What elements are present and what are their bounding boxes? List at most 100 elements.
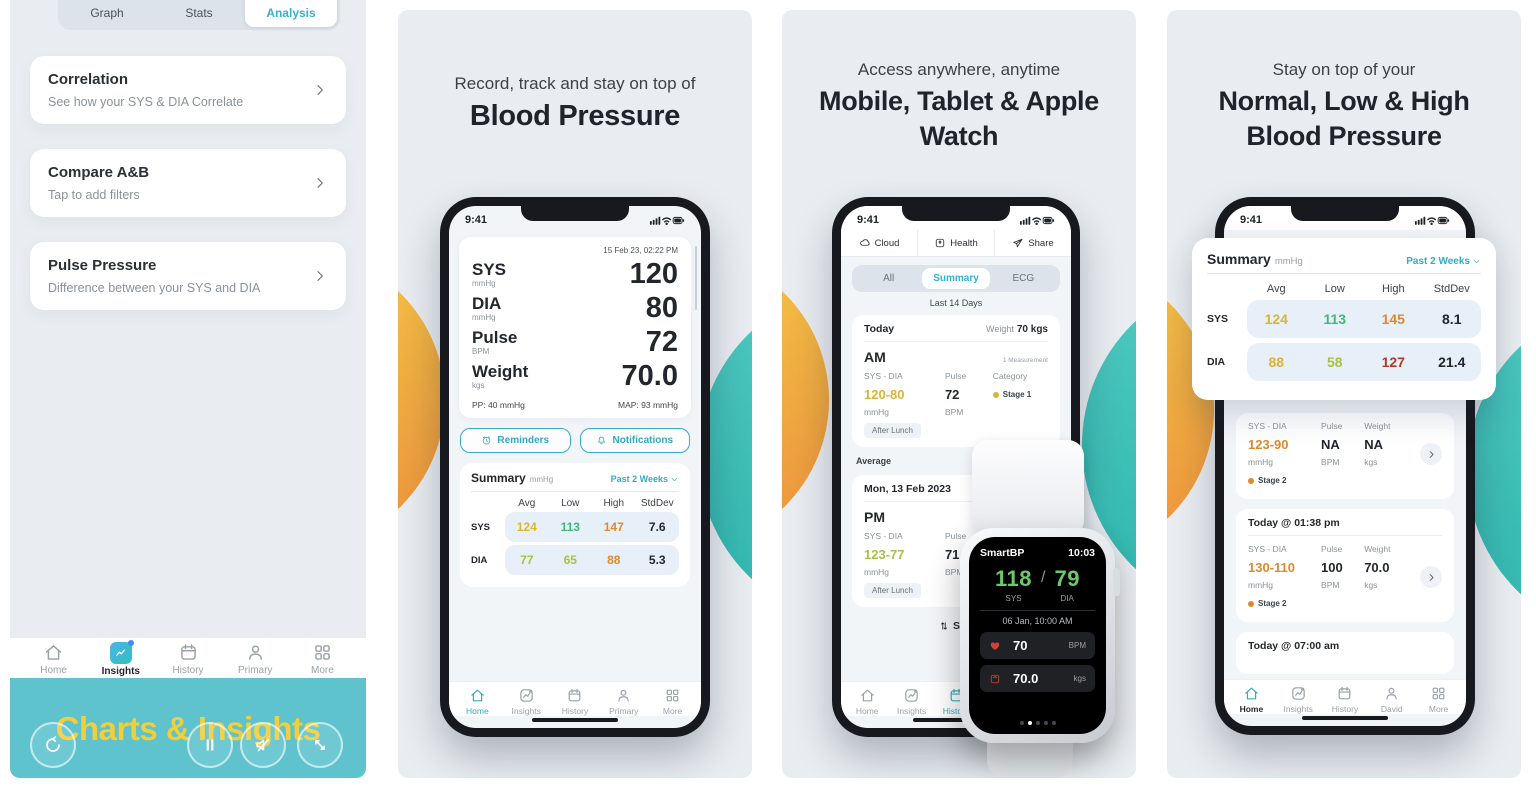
metric-value: 80 bbox=[645, 292, 678, 324]
nav-history[interactable]: History bbox=[1322, 685, 1369, 714]
stage-dot bbox=[1248, 600, 1254, 607]
nav-history[interactable]: History bbox=[154, 642, 221, 678]
summary-headers: Avg Low High StdDev bbox=[518, 498, 674, 509]
headline-top: Access anywhere, anytime bbox=[857, 60, 1061, 79]
calendar-icon bbox=[566, 687, 583, 704]
nav-david[interactable]: David bbox=[1368, 685, 1415, 714]
stage-dot bbox=[992, 391, 999, 398]
nav-insights[interactable]: Insights bbox=[1275, 685, 1322, 714]
watch-sys-value: 118 bbox=[995, 566, 1033, 591]
nav-more[interactable]: More bbox=[289, 642, 356, 678]
card-subtitle: See how your SYS & DIA Correlate bbox=[48, 95, 244, 109]
record-timestamp: Today @ 07:00 am bbox=[1248, 640, 1340, 652]
decor-blob-yellow bbox=[398, 250, 445, 550]
nav-more[interactable]: More bbox=[1415, 685, 1462, 714]
nav-primary[interactable]: Primary bbox=[222, 642, 289, 678]
tab-analysis-label: Analysis bbox=[266, 6, 316, 20]
stage-dot bbox=[1248, 477, 1254, 484]
summary-row-sys: SYS 124 113 145 8.1 bbox=[1207, 300, 1481, 338]
watch-band-top bbox=[972, 440, 1084, 540]
person-icon bbox=[615, 687, 632, 704]
home-indicator bbox=[913, 718, 999, 722]
nav-history[interactable]: History bbox=[551, 687, 600, 716]
status-icons bbox=[1414, 215, 1450, 226]
notifications-button[interactable]: Notifications bbox=[579, 428, 690, 453]
average-label: Average bbox=[856, 456, 892, 466]
cloud-button[interactable]: Cloud bbox=[841, 230, 917, 256]
digital-crown[interactable] bbox=[1113, 568, 1120, 596]
stddev-value: 8.1 bbox=[1442, 311, 1462, 327]
watch-dia-label: DIA bbox=[1060, 594, 1074, 603]
reminders-button[interactable]: Reminders bbox=[460, 428, 571, 453]
segment-all[interactable]: All bbox=[883, 273, 895, 284]
record-card[interactable]: Today @ 01:38 pm SYS - DIA 130-110 mmHg … bbox=[1236, 509, 1454, 622]
status-time: 9:41 bbox=[1240, 214, 1263, 226]
map-value: MAP: 93 mmHg bbox=[618, 400, 678, 410]
home-indicator bbox=[532, 718, 618, 722]
chevron-right-icon bbox=[1426, 572, 1437, 583]
chevron-right-button[interactable] bbox=[1420, 566, 1442, 588]
metric-unit: mmHg bbox=[472, 279, 496, 289]
segment-summary[interactable]: Summary bbox=[922, 268, 990, 289]
toolbar: Cloud Health Share bbox=[841, 230, 1071, 257]
period-selector[interactable]: Past 2 Weeks bbox=[611, 474, 679, 484]
weight-value: NA bbox=[1364, 437, 1383, 452]
bottom-nav: Home Insights History Primary More bbox=[449, 681, 701, 716]
tab-graph[interactable]: Graph bbox=[61, 0, 153, 27]
record-card[interactable]: SYS - DIA 123-90 mmHg Pulse NA BPM Weigh… bbox=[1236, 413, 1454, 499]
segment-ecg[interactable]: ECG bbox=[1012, 273, 1035, 284]
nav-home[interactable]: Home bbox=[845, 687, 889, 716]
divider bbox=[980, 610, 1095, 611]
chevron-right-button[interactable] bbox=[1420, 443, 1442, 465]
mute-button[interactable] bbox=[240, 722, 286, 768]
card-title: Correlation bbox=[48, 71, 129, 88]
pulse-value: 71 bbox=[944, 547, 960, 562]
nav-history[interactable]: History bbox=[934, 687, 978, 716]
pause-icon bbox=[200, 735, 220, 755]
video-preview-panel[interactable]: Graph Stats Analysis Correlation See how… bbox=[10, 0, 366, 778]
card-compare-ab[interactable]: Compare A&B Tap to add filters bbox=[30, 149, 346, 217]
replay-button[interactable] bbox=[30, 722, 76, 768]
watch-page-dots bbox=[980, 721, 1095, 726]
nav-home[interactable]: Home bbox=[1228, 685, 1275, 714]
chevron-right-icon bbox=[312, 82, 328, 98]
metric-value: 72 bbox=[645, 326, 678, 358]
today-card[interactable]: Today Weight 70 kgs AM 1 Measurement SYS … bbox=[852, 315, 1060, 447]
section-label: AM bbox=[864, 349, 886, 365]
nav-insights[interactable]: Insights bbox=[87, 640, 154, 678]
nav-home[interactable]: Home bbox=[20, 642, 87, 678]
tab-stats[interactable]: Stats bbox=[153, 0, 245, 27]
reading-timestamp: 15 Feb 23, 02:22 PM bbox=[603, 246, 678, 255]
stage-label: Stage 1 bbox=[1002, 390, 1032, 399]
pause-button[interactable] bbox=[187, 722, 233, 768]
status-icons bbox=[1019, 215, 1055, 226]
heart-rate-unit: BPM bbox=[1068, 641, 1086, 650]
nav-insights[interactable]: Insights bbox=[889, 687, 933, 716]
nav-primary[interactable]: Primary bbox=[599, 687, 648, 716]
fullscreen-button[interactable] bbox=[297, 722, 343, 768]
pp-value: PP: 40 mmHg bbox=[472, 400, 525, 410]
nav-more[interactable]: More bbox=[648, 687, 697, 716]
card-correlation[interactable]: Correlation See how your SYS & DIA Corre… bbox=[30, 56, 346, 124]
notch bbox=[1291, 206, 1399, 221]
col-header: Pulse bbox=[944, 371, 967, 381]
tab-analysis[interactable]: Analysis bbox=[245, 0, 337, 27]
record-card[interactable]: Today @ 07:00 am bbox=[1236, 632, 1454, 674]
segmented-control: All Summary ECG bbox=[852, 265, 1060, 292]
watch-heart-rate-row[interactable]: 70 BPM bbox=[980, 632, 1095, 659]
nav-home[interactable]: Home bbox=[453, 687, 502, 716]
scrollbar[interactable] bbox=[695, 246, 697, 310]
health-button[interactable]: Health bbox=[917, 230, 994, 256]
low-value: 113 bbox=[1323, 311, 1347, 327]
reading-row-pulse: Pulse BPM 72 bbox=[472, 328, 678, 357]
notifications-label: Notifications bbox=[612, 435, 674, 446]
period-selector[interactable]: Past 2 Weeks bbox=[1406, 256, 1481, 267]
bottom-nav: Home Insights History Primary More bbox=[10, 638, 366, 678]
share-button[interactable]: Share bbox=[994, 230, 1071, 256]
card-pulse-pressure[interactable]: Pulse Pressure Difference between your S… bbox=[30, 242, 346, 310]
summary-headers: Avg Low High StdDev bbox=[1266, 283, 1470, 295]
watch-weight-row[interactable]: 70.0 kgs bbox=[980, 665, 1095, 692]
nav-insights[interactable]: Insights bbox=[502, 687, 551, 716]
col-unit: BPM bbox=[944, 407, 964, 417]
bp-value: 120-80 bbox=[864, 387, 905, 402]
